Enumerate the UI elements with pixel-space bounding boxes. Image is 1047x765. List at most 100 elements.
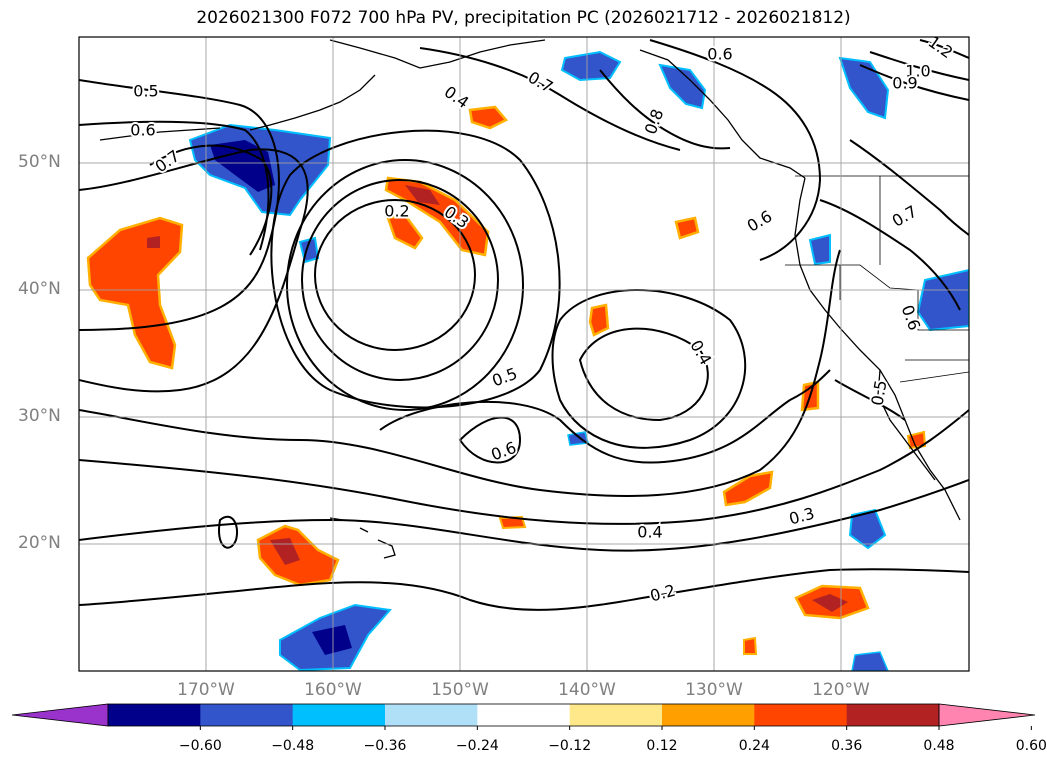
colorbar-segment	[569, 704, 663, 726]
lon-label-140w: 140°W	[558, 680, 616, 700]
lon-label-150w: 150°W	[431, 680, 489, 700]
political-borders	[785, 175, 969, 383]
colorbar-segment	[662, 704, 755, 726]
contour-low-02	[314, 199, 476, 351]
lat-label-40: 40°N	[18, 279, 61, 299]
contour-low-05	[270, 129, 561, 409]
map-figure: 0.50.60.70.2 0.30.4 0.70.80.60.60.40.50.60…	[78, 36, 970, 672]
contour-label: 0.4	[637, 523, 662, 542]
border-state-1	[785, 264, 969, 331]
precip-neg-hawaii-core	[312, 625, 352, 655]
lon-label-130w: 130°W	[685, 680, 743, 700]
lon-label-170w: 170°W	[177, 680, 235, 700]
contour-pv-07-gulf	[419, 47, 681, 151]
coast-bc	[639, 49, 806, 179]
precip-neg-utah	[916, 268, 969, 332]
map-frame	[78, 36, 970, 672]
precip-pos-west-core	[147, 236, 160, 248]
colorbar-tick-label: −0.60	[178, 738, 222, 754]
precip-neg-small-3	[567, 431, 589, 446]
colorbar-tick-label: 0.24	[738, 738, 770, 754]
colorbar-segment	[754, 704, 848, 726]
precip-pos-west	[86, 216, 184, 370]
coast-hawaii-3	[377, 539, 396, 559]
colorbar-tick-label: 0.60	[1015, 738, 1047, 754]
colorbar-tick-label: 0.48	[923, 738, 955, 754]
contour-pv-04-east	[578, 327, 709, 422]
precip-pos-gulf	[468, 105, 508, 130]
precip-neg-mexico	[848, 508, 887, 550]
contour-small-1	[218, 515, 238, 549]
contour-pv-05-se	[834, 379, 906, 421]
colorbar-segment	[477, 704, 571, 726]
precip-neg-gulf	[560, 50, 622, 82]
colorbar-extend-low	[11, 703, 109, 727]
colorbar-segments	[11, 703, 1036, 730]
contour-pv-06-wide	[379, 369, 831, 464]
colorbar-tick-label: −0.36	[363, 738, 407, 754]
coast-hawaii-2	[359, 527, 369, 533]
coastlines	[99, 39, 961, 559]
precipitation-layer	[86, 50, 969, 671]
contour-pv-05-wide	[79, 249, 841, 497]
contour-pv-06-mid	[458, 416, 522, 464]
contour-pv-05-north	[79, 79, 280, 331]
colorbar-segment	[846, 704, 940, 726]
colorbar-tick-label: −0.48	[271, 738, 315, 754]
contour-pv-07-ne	[849, 139, 969, 236]
contour-label: 0.6	[707, 45, 732, 64]
border-us-mexico	[899, 371, 969, 383]
map-title: 2026021300 F072 700 hPa PV, precipitatio…	[196, 8, 851, 28]
precip-neg-small-4	[851, 651, 889, 671]
coast-aleutians	[99, 127, 221, 141]
lat-label-50: 50°N	[18, 152, 61, 172]
coast-alaska-peninsula	[249, 74, 376, 131]
contour-pv-08-gulf	[599, 69, 731, 150]
precip-pos-small-6	[743, 636, 758, 655]
contour-pv-10-ne	[869, 51, 969, 81]
precip-neg-bc	[658, 63, 707, 110]
precip-pos-small-7	[906, 430, 927, 450]
contour-pv-03-wide	[79, 479, 969, 552]
contour-label: 0.5	[133, 82, 158, 101]
coast-baja	[877, 369, 936, 481]
contour-low-04	[286, 159, 524, 411]
contour-pv-02-wide	[79, 568, 969, 611]
coast-us-west	[794, 177, 961, 521]
contour-pv-07-north	[149, 144, 273, 256]
precip-pos-hawaii-core	[270, 538, 300, 565]
precip-pos-small-2	[588, 303, 610, 337]
colorbar-tick-label: −0.12	[548, 738, 592, 754]
pv-contours	[79, 39, 969, 611]
contour-label: 1.0	[905, 62, 930, 81]
lat-label-30: 30°N	[18, 406, 61, 426]
colorbar-tick-label: 0.36	[831, 738, 863, 754]
precip-neg-small-2	[808, 233, 831, 266]
contour-pv-09-ne	[859, 64, 969, 101]
lon-label-120w: 120°W	[812, 680, 870, 700]
contour-pv-05-east	[551, 289, 747, 449]
precip-neg-alberta	[838, 56, 890, 120]
colorbar-segment	[385, 704, 478, 726]
colorbar-segment	[292, 704, 386, 726]
colorbar-tick-label: 0.12	[646, 738, 678, 754]
contour-label: 0.2	[384, 202, 409, 221]
contour-pv-06	[79, 148, 309, 393]
contour-pv-04-wide	[79, 409, 969, 525]
colorbar-extend-high	[938, 703, 1036, 727]
coast-alaska	[329, 39, 546, 69]
precip-pos-small-1	[674, 216, 700, 240]
colorbar-frame	[107, 703, 940, 727]
colorbar-segment	[200, 704, 294, 726]
precip-pos-south-core	[812, 594, 848, 612]
precip-pos-front-core	[405, 185, 440, 205]
precip-pos-small-4	[722, 470, 774, 507]
lat-label-20: 20°N	[18, 533, 61, 553]
contour-label: 0.9	[892, 74, 917, 93]
precip-pos-front-2	[386, 213, 424, 250]
lon-label-160w: 160°W	[304, 680, 362, 700]
contour-label: 0.6	[130, 121, 155, 140]
contour-pv-06-north	[79, 120, 270, 251]
graticule	[79, 37, 969, 671]
contour-low-03	[301, 179, 499, 381]
